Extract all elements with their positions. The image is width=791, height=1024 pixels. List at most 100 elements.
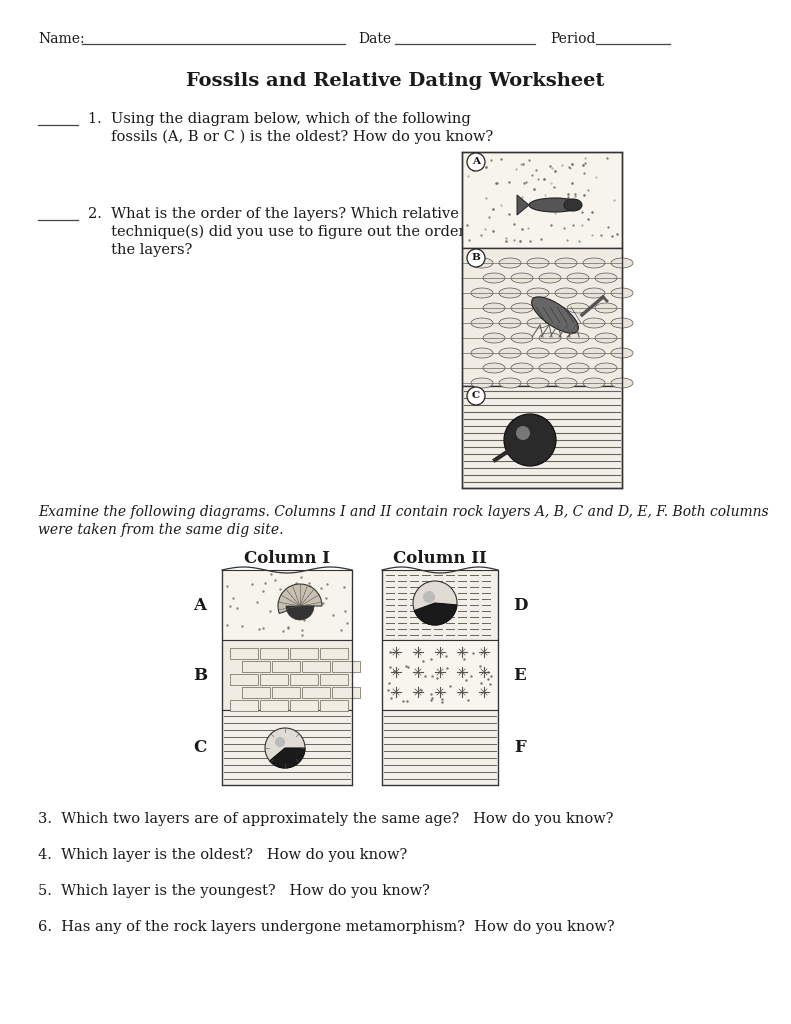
Ellipse shape [471,348,493,358]
Ellipse shape [595,303,617,313]
Bar [260,700,288,711]
Ellipse shape [529,198,581,212]
Ellipse shape [564,199,582,211]
Text: A: A [472,158,480,167]
Text: Column II: Column II [393,550,487,567]
Text: 2.  What is the order of the layers? Which relative dating: 2. What is the order of the layers? Whic… [88,207,511,221]
Bar [302,662,330,672]
Circle shape [516,426,530,440]
Ellipse shape [539,362,561,373]
Text: B: B [471,254,480,262]
Ellipse shape [499,378,521,388]
Text: 6.  Has any of the rock layers undergone metamorphism?  How do you know?: 6. Has any of the rock layers undergone … [38,920,615,934]
Wedge shape [270,748,305,768]
Bar [260,674,288,685]
Bar [260,648,288,659]
Bar [272,662,300,672]
Bar [382,640,498,710]
Ellipse shape [483,333,505,343]
Bar [320,674,348,685]
Bar [382,710,498,785]
Ellipse shape [532,297,578,333]
Ellipse shape [471,258,493,268]
Text: were taken from the same dig site.: were taken from the same dig site. [38,523,283,537]
Bar [320,648,348,659]
Ellipse shape [471,288,493,298]
Ellipse shape [583,258,605,268]
Bar [230,674,258,685]
Text: 5.  Which layer is the youngest?   How do you know?: 5. Which layer is the youngest? How do y… [38,884,430,898]
Ellipse shape [483,362,505,373]
Ellipse shape [483,273,505,283]
Text: Fossils and Relative Dating Worksheet: Fossils and Relative Dating Worksheet [186,72,604,90]
Bar [230,700,258,711]
Bar [230,648,258,659]
Bar [462,248,622,386]
Ellipse shape [511,362,533,373]
Text: 4.  Which layer is the oldest?   How do you know?: 4. Which layer is the oldest? How do you… [38,848,407,862]
Text: C: C [472,391,480,400]
Text: A: A [194,597,206,613]
Text: technique(s) did you use to figure out the order of: technique(s) did you use to figure out t… [88,225,484,240]
Ellipse shape [583,318,605,328]
Text: 3.  Which two layers are of approximately the same age?   How do you know?: 3. Which two layers are of approximately… [38,812,614,826]
Circle shape [423,591,435,603]
Ellipse shape [583,288,605,298]
Bar [290,648,318,659]
Bar [242,687,270,698]
Bar [302,687,330,698]
Ellipse shape [511,273,533,283]
Ellipse shape [611,258,633,268]
Ellipse shape [539,273,561,283]
Ellipse shape [471,318,493,328]
Ellipse shape [499,288,521,298]
Ellipse shape [595,273,617,283]
Ellipse shape [611,348,633,358]
Text: Date: Date [358,32,391,46]
Text: the layers?: the layers? [88,243,192,257]
Text: Examine the following diagrams. Columns I and II contain rock layers A, B, C and: Examine the following diagrams. Columns … [38,505,769,519]
Ellipse shape [499,258,521,268]
Circle shape [467,249,485,267]
Bar [462,152,622,248]
Wedge shape [278,584,322,613]
Ellipse shape [555,318,577,328]
Bar [290,674,318,685]
Ellipse shape [499,348,521,358]
Ellipse shape [595,333,617,343]
Text: fossils (A, B or C ) is the oldest? How do you know?: fossils (A, B or C ) is the oldest? How … [88,130,494,144]
Ellipse shape [511,333,533,343]
Text: E: E [513,667,526,683]
Ellipse shape [611,318,633,328]
Ellipse shape [611,288,633,298]
Circle shape [467,387,485,406]
Ellipse shape [555,348,577,358]
Ellipse shape [583,348,605,358]
Ellipse shape [527,378,549,388]
Text: C: C [193,738,206,756]
Wedge shape [286,606,314,620]
Circle shape [413,581,457,625]
Circle shape [504,414,556,466]
Bar [462,386,622,488]
Ellipse shape [567,362,589,373]
Ellipse shape [539,333,561,343]
Ellipse shape [499,318,521,328]
Ellipse shape [483,303,505,313]
Bar [242,662,270,672]
Bar [222,640,352,710]
Circle shape [467,153,485,171]
Bar [382,570,498,640]
Ellipse shape [511,303,533,313]
Text: D: D [513,597,528,613]
Bar [332,662,360,672]
Text: F: F [514,738,526,756]
Bar [222,570,352,640]
Ellipse shape [527,288,549,298]
Ellipse shape [567,273,589,283]
Bar [332,687,360,698]
Wedge shape [414,603,457,625]
Ellipse shape [567,303,589,313]
Text: Name:: Name: [38,32,85,46]
Ellipse shape [527,258,549,268]
